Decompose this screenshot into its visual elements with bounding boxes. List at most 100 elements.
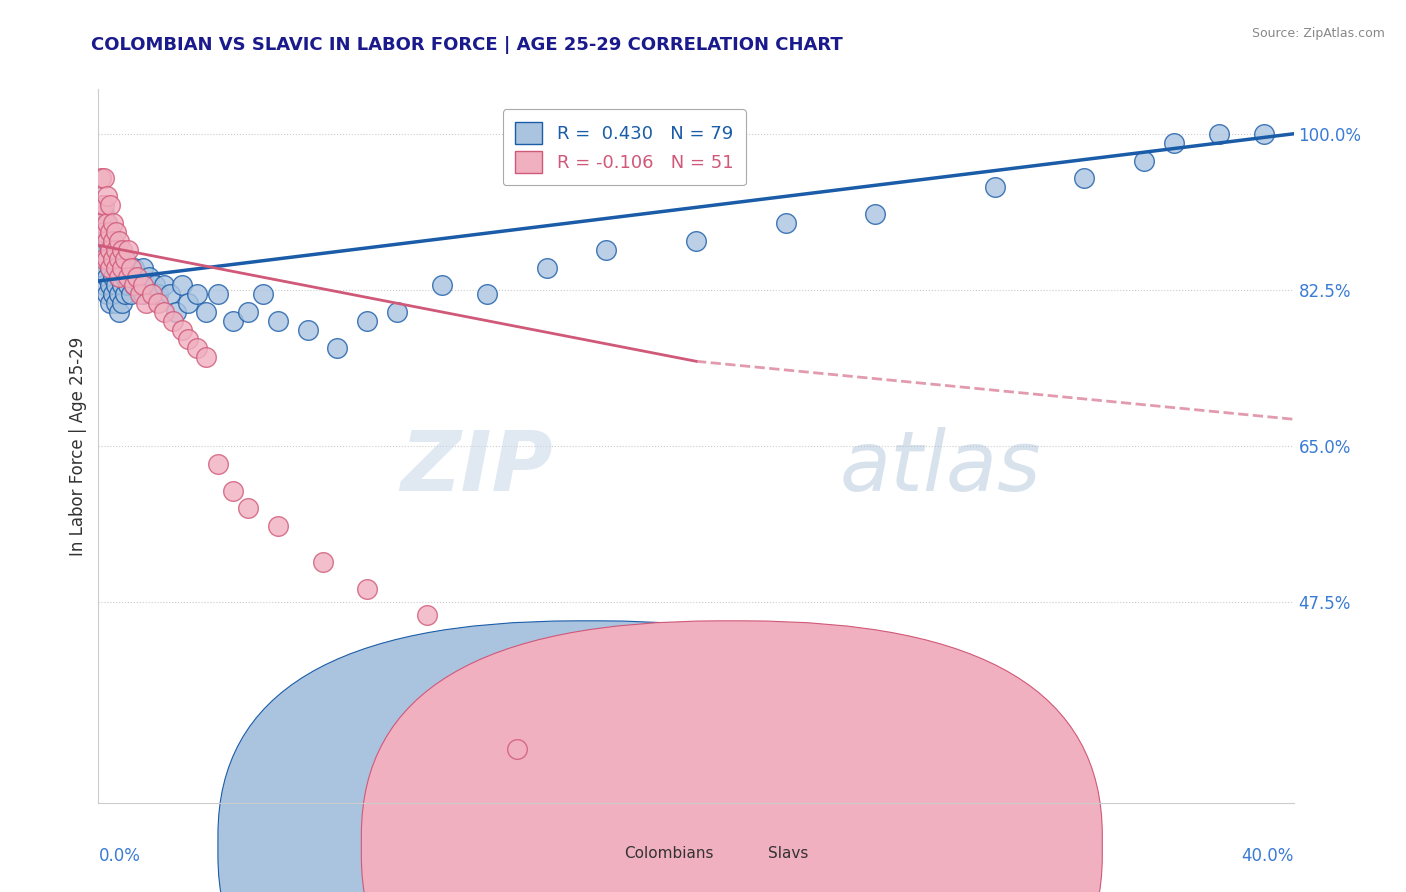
Point [93,260,115,275]
Point [984,180,1007,194]
Point [311,555,333,569]
Point [236,501,259,516]
Point [111,260,134,275]
Point [108,252,131,266]
Point [117,243,139,257]
Text: Slavs: Slavs [768,846,808,861]
Point [186,287,208,301]
Point [172,323,194,337]
Y-axis label: In Labor Force | Age 25-29: In Labor Force | Age 25-29 [69,336,87,556]
Point [430,278,453,293]
Point [177,296,200,310]
Point [172,278,194,293]
Point [159,287,181,301]
Point [1133,153,1156,168]
Point [90,234,112,248]
Text: 0.0%: 0.0% [98,847,141,865]
FancyBboxPatch shape [361,621,1102,892]
Point [90,216,112,230]
Point [416,608,439,623]
Point [114,269,136,284]
Point [98,260,122,275]
Point [1253,127,1275,141]
Point [96,269,118,284]
Point [111,243,134,257]
Point [385,305,409,319]
Point [138,269,160,284]
Point [96,234,118,248]
Point [93,198,115,212]
Point [165,305,187,319]
Point [162,314,184,328]
Point [120,287,142,301]
Point [1073,171,1095,186]
Point [143,278,166,293]
Point [506,742,529,756]
Point [356,314,378,328]
Point [105,243,128,257]
Point [105,260,128,275]
Point [135,278,157,293]
Point [141,287,163,301]
Point [267,314,290,328]
Point [114,252,136,266]
Point [90,252,112,266]
Point [236,305,259,319]
Point [98,225,122,239]
Point [195,305,218,319]
Point [132,278,155,293]
Point [148,296,170,310]
Point [865,207,887,221]
Point [93,171,115,186]
Point [297,323,319,337]
Point [111,260,134,275]
Point [153,278,176,293]
Point [103,234,125,248]
Point [103,252,125,266]
Point [127,269,149,284]
Point [120,269,142,284]
Text: 40.0%: 40.0% [1241,847,1294,865]
Point [93,207,115,221]
Point [207,457,229,471]
Point [98,296,122,310]
Point [120,260,142,275]
Point [108,252,131,266]
Point [117,278,139,293]
Point [96,216,118,230]
Point [111,278,134,293]
Point [222,483,245,498]
Point [108,269,131,284]
Point [96,189,118,203]
Point [775,216,797,230]
Point [536,260,558,275]
Point [103,269,125,284]
Point [475,287,498,301]
Point [98,260,122,275]
Point [90,216,112,230]
Point [96,252,118,266]
Point [93,225,115,239]
Point [96,234,118,248]
Point [124,260,146,275]
Point [267,519,290,533]
Text: atlas: atlas [839,427,1040,508]
Point [117,269,139,284]
Point [108,269,131,284]
Point [105,225,128,239]
Point [105,278,128,293]
FancyBboxPatch shape [218,621,959,892]
Point [105,296,128,310]
Point [108,305,131,319]
Point [148,287,170,301]
Point [222,314,245,328]
Point [98,243,122,257]
Point [96,287,118,301]
Point [98,243,122,257]
Point [135,296,157,310]
Point [105,243,128,257]
Legend: R =  0.430   N = 79, R = -0.106   N = 51: R = 0.430 N = 79, R = -0.106 N = 51 [502,109,747,186]
Point [132,260,155,275]
Point [103,234,125,248]
Point [117,260,139,275]
